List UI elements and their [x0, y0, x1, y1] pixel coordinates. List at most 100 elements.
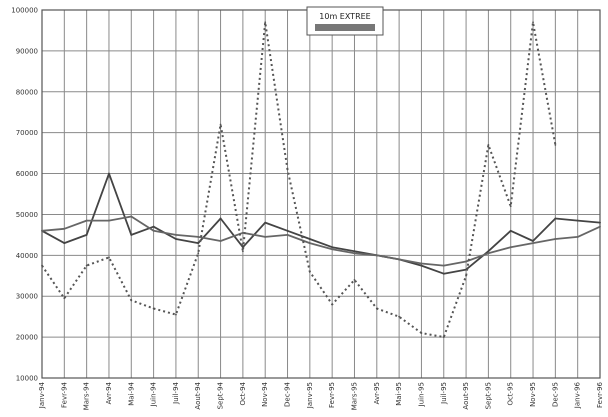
- x-tick-label: Sept-94: [217, 381, 225, 409]
- data-point-series-1: [108, 172, 110, 175]
- data-point-series-3: [442, 336, 445, 339]
- x-tick-label: Juil-94: [172, 381, 180, 404]
- data-point-series-3: [175, 313, 177, 316]
- y-tick-label: 10000: [16, 375, 38, 383]
- data-point-series-2: [442, 264, 445, 267]
- x-tick-label: Avr-95: [373, 382, 381, 404]
- x-tick-label: Dec-95: [551, 382, 559, 407]
- data-point-series-2: [509, 246, 512, 249]
- data-point-series-3: [85, 264, 88, 267]
- x-tick-label: Juin-94: [150, 381, 158, 407]
- data-point-series-1: [264, 221, 267, 224]
- x-tick-label: Janv-96: [574, 381, 582, 409]
- chart-grid: [41, 9, 601, 379]
- data-point-series-2: [487, 252, 490, 255]
- y-tick-label: 70000: [16, 129, 38, 137]
- data-point-series-1: [130, 233, 133, 236]
- data-point-series-3: [487, 144, 490, 146]
- data-point-series-1: [63, 242, 66, 244]
- data-point-series-3: [353, 278, 356, 281]
- x-tick-label: Mars-95: [350, 382, 358, 410]
- data-point-series-2: [331, 248, 334, 251]
- chart-legend: 10m EXTREE: [306, 6, 384, 36]
- data-point-series-1: [286, 229, 289, 232]
- data-point-series-2: [420, 262, 423, 265]
- x-tick-label: Nov-95: [529, 382, 537, 407]
- y-tick-label: 90000: [16, 47, 38, 55]
- data-point-series-2: [63, 227, 66, 230]
- data-point-series-2: [264, 236, 267, 238]
- x-tick-label: Dec-94: [284, 381, 292, 407]
- y-tick-label: 50000: [16, 211, 38, 219]
- data-point-series-2: [197, 236, 200, 238]
- data-point-series-2: [308, 242, 311, 244]
- data-point-series-3: [331, 303, 334, 306]
- data-point-series-1: [331, 246, 334, 249]
- y-tick-label: 40000: [16, 252, 38, 260]
- data-point-series-2: [554, 238, 557, 240]
- y-tick-label: 30000: [16, 293, 38, 301]
- x-tick-label: Juil-95: [440, 382, 448, 405]
- x-tick-label: Oct-94: [239, 381, 247, 405]
- y-tick-label: 60000: [16, 170, 38, 178]
- x-tick-label: Nov-94: [261, 381, 269, 406]
- data-point-series-1: [576, 219, 579, 222]
- x-tick-label: Aout-94: [194, 381, 202, 409]
- data-point-series-1: [152, 225, 155, 228]
- data-point-series-1: [509, 229, 512, 232]
- data-point-series-3: [375, 307, 378, 310]
- data-point-series-2: [576, 236, 579, 238]
- data-point-series-2: [375, 254, 378, 257]
- data-point-series-1: [442, 272, 445, 275]
- data-point-series-1: [197, 242, 200, 244]
- data-point-series-3: [241, 250, 244, 253]
- x-tick-label: Fevr-96: [596, 381, 604, 408]
- legend-entry-label: 10m EXTREE: [319, 12, 370, 21]
- data-point-series-3: [63, 297, 66, 300]
- data-point-series-3: [509, 205, 512, 208]
- series-line-3: [41, 21, 557, 339]
- data-point-series-2: [108, 219, 110, 222]
- x-tick-label: Janv-94: [38, 381, 46, 409]
- data-point-series-3: [554, 144, 557, 146]
- y-tick-label: 80000: [16, 88, 38, 96]
- data-point-series-3: [219, 123, 222, 126]
- x-tick-label: Janv-95: [306, 382, 314, 409]
- y-tick-label: 20000: [16, 334, 38, 342]
- x-tick-label: Fevr-95: [328, 382, 336, 408]
- x-tick-label: Avr-94: [105, 381, 113, 404]
- series-line-2: [41, 215, 601, 267]
- data-point-series-3: [308, 270, 311, 273]
- data-point-series-1: [175, 238, 177, 240]
- x-tick-label: Mars-94: [83, 381, 91, 410]
- data-point-series-2: [599, 225, 601, 228]
- data-point-series-3: [197, 252, 200, 255]
- x-tick-label: Mai-95: [395, 382, 403, 406]
- data-point-series-1: [420, 264, 423, 267]
- data-point-series-3: [532, 21, 534, 24]
- x-tick-label: Aout-95: [462, 382, 470, 410]
- x-tick-label: Fevr-94: [60, 381, 68, 408]
- y-tick-label: 100000: [11, 7, 38, 15]
- data-point-series-1: [85, 233, 88, 236]
- x-axis-tick-labels: Janv-94 Fevr-94 Mars-94 Avr-94 Mai-94 Juin-94…: [38, 381, 604, 410]
- data-point-series-2: [85, 219, 88, 222]
- x-tick-label: Sept-95: [484, 382, 492, 409]
- data-point-series-2: [241, 231, 244, 234]
- data-point-series-1: [353, 250, 356, 253]
- data-point-series-2: [286, 233, 289, 236]
- data-point-series-1: [219, 217, 222, 220]
- data-point-series-2: [465, 260, 467, 263]
- y-axis-tick-labels: 10000 20000 30000 40000 50000 60000 70000 80000…: [11, 7, 38, 383]
- data-point-series-3: [130, 299, 133, 302]
- data-point-series-2: [353, 252, 356, 255]
- data-point-series-3: [420, 332, 423, 334]
- data-point-series-1: [599, 221, 601, 224]
- legend-swatch: [315, 24, 375, 31]
- data-point-series-2: [41, 229, 43, 232]
- data-point-series-3: [41, 264, 43, 267]
- data-point-series-2: [130, 215, 133, 218]
- x-tick-label: Oct-95: [507, 382, 515, 406]
- data-point-series-3: [465, 274, 467, 277]
